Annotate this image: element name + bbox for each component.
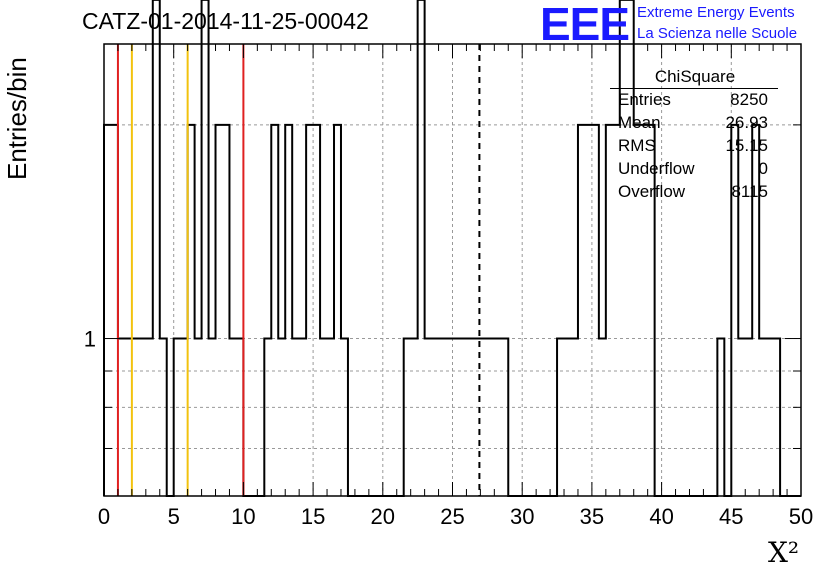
logo-line-1: Extreme Energy Events (637, 4, 795, 21)
x-tick-label: 35 (580, 504, 604, 529)
stats-value: 8115 (731, 182, 768, 201)
x-tick-label: 10 (231, 504, 255, 529)
stats-row-rms: RMS 15.15 (610, 134, 780, 157)
x-tick-label: 40 (649, 504, 673, 529)
stats-row-overflow: Overflow 8115 (610, 180, 780, 203)
x-tick-label: 45 (719, 504, 743, 529)
stats-value: 8250 (730, 90, 768, 109)
y-tick-label: 1 (84, 327, 96, 352)
stats-value: 15.15 (725, 136, 768, 155)
stats-title: ChiSquare (654, 67, 736, 86)
stats-row-underflow: Underflow 0 (610, 157, 780, 180)
stats-row-mean: Mean 26.93 (610, 111, 780, 134)
stats-value: 26.93 (725, 113, 768, 132)
stats-key: Entries (618, 90, 671, 109)
y-axis-label: Entries/bin (2, 57, 32, 180)
x-tick-label: 30 (510, 504, 534, 529)
stats-value: 0 (758, 159, 768, 178)
x-tick-label: 25 (440, 504, 464, 529)
eee-logo-mark: EEE (540, 0, 630, 50)
logo-line-2: La Scienza nelle Scuole (637, 25, 798, 42)
stats-key: Mean (618, 113, 661, 132)
stats-divider (610, 88, 778, 89)
x-axis-label: X² (768, 536, 800, 569)
x-tick-label: 5 (168, 504, 180, 529)
x-tick-label: 0 (98, 504, 110, 529)
x-tick-label: 15 (301, 504, 325, 529)
stats-key: Overflow (618, 182, 686, 201)
chart-title: CATZ-01-2014-11-25-00042 (82, 8, 369, 34)
stats-key: Underflow (618, 159, 695, 178)
stats-key: RMS (618, 136, 656, 155)
x-tick-label: 20 (371, 504, 395, 529)
x-tick-label: 50 (789, 504, 813, 529)
stats-box: ChiSquare Entries 8250 Mean 26.93 RMS 15… (610, 66, 780, 203)
stats-row-entries: Entries 8250 (610, 88, 780, 111)
